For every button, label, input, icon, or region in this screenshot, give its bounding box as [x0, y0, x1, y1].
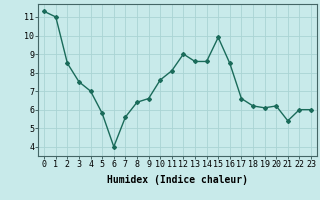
X-axis label: Humidex (Indice chaleur): Humidex (Indice chaleur) [107, 175, 248, 185]
